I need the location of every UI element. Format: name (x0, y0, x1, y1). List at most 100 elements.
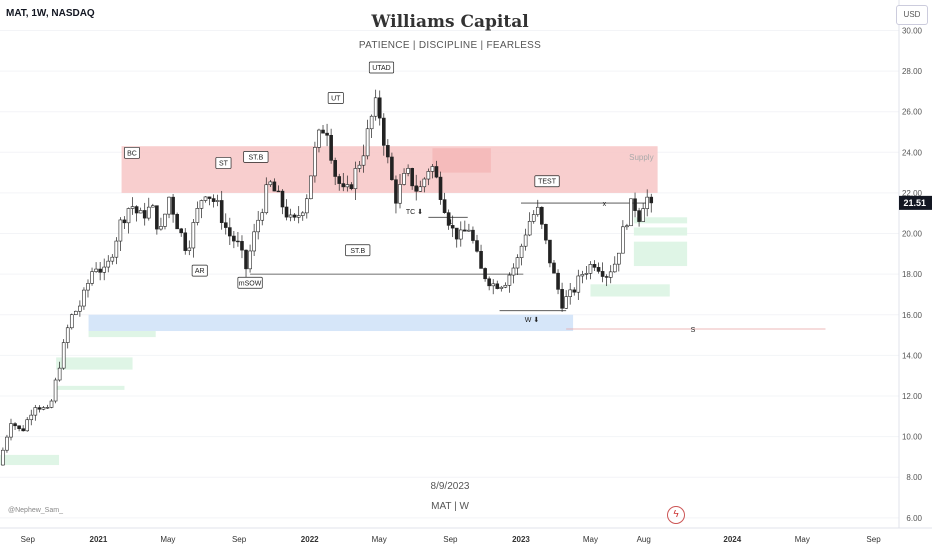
candle-body (649, 196, 654, 204)
candle-body (345, 184, 350, 188)
candle-body (414, 185, 419, 192)
price-tick-label: 20.00 (902, 230, 923, 239)
candle-body (552, 262, 556, 274)
candle-body (608, 271, 613, 278)
candle-body (325, 132, 329, 136)
candle-body (260, 212, 265, 221)
date-label: 8/9/2023 (430, 481, 470, 492)
wyckoff-annotation: mSOW (237, 276, 263, 289)
candle-body (617, 252, 621, 265)
candle-body (215, 200, 220, 202)
candle-body (402, 173, 406, 185)
candle-body (29, 414, 34, 421)
annotation-label: W ⬇ (525, 316, 539, 324)
candle-body (604, 276, 609, 278)
candle-body (503, 285, 508, 288)
time-tick-label: Sep (866, 535, 881, 544)
candle-body (434, 166, 439, 178)
symbol-label[interactable]: MAT, 1W, NASDAQ (6, 8, 95, 19)
candle-body (580, 274, 585, 277)
time-axis[interactable]: Sep 2021 May Sep 2022 May Sep 2023 May Aug 2024 May… (21, 535, 882, 544)
candle-body (292, 214, 297, 218)
time-tick-label: May (372, 535, 387, 544)
candle-body (122, 219, 127, 224)
candle-body (317, 129, 321, 148)
time-tick-label: Sep (443, 535, 458, 544)
time-tick-label: 2021 (90, 535, 108, 544)
candle-body (600, 271, 605, 277)
annotations-layer: BC ST ST.B AR mSOW UT UTAD ST.B TC ⬇ ⬇ TEST x W ⬇ S (124, 61, 696, 334)
wyckoff-annotation: UTAD (368, 61, 395, 74)
demand-zone (88, 331, 156, 338)
candle-body (256, 219, 260, 233)
candle-body (499, 286, 504, 289)
candle-body (142, 210, 147, 219)
wyckoff-annotation: AR (191, 264, 208, 277)
candle-body (118, 219, 123, 242)
price-tick-label: 24.00 (902, 148, 923, 157)
candle-body (98, 268, 102, 273)
annotation-label: BC (127, 150, 137, 157)
candle-body (187, 247, 192, 251)
time-tick-label: 2023 (512, 535, 530, 544)
annotation-box (215, 157, 232, 169)
candle-body (475, 240, 479, 252)
time-tick-label: Sep (232, 535, 247, 544)
annotation-box (243, 151, 269, 163)
annotation-label: UTAD (372, 65, 391, 72)
candle-body (491, 283, 496, 287)
candle-body (159, 226, 163, 230)
candle-body (458, 229, 463, 240)
chart-subtitle: PATIENCE | DISCIPLINE | FEARLESS (358, 40, 542, 51)
tradingview-logo-icon[interactable]: ϟ (667, 506, 685, 524)
candle-body (592, 264, 597, 268)
candle-body (535, 206, 540, 215)
candle-body (17, 425, 21, 429)
level-lines (250, 202, 826, 330)
price-tick-label: 16.00 (902, 311, 923, 320)
wyckoff-annotation: BC (124, 146, 140, 159)
price-tick-label: 14.00 (902, 351, 923, 360)
candle-body (199, 200, 204, 209)
candle-body (110, 256, 115, 262)
candle-body (126, 208, 131, 224)
candle-body (114, 240, 119, 258)
candle-body (544, 223, 548, 241)
author-watermark: @Nephew_Sam_ (8, 507, 63, 514)
candle-body (612, 263, 617, 273)
demand-zone (0, 454, 60, 466)
price-axis[interactable]: 6.00 8.00 10.00 12.00 14.00 16.00 18.00 20.00 22… (902, 26, 923, 522)
demand-zone (56, 385, 125, 390)
price-tick-label: 10.00 (902, 433, 923, 442)
candle-body (531, 214, 536, 222)
candle-body (633, 198, 637, 211)
candle-body (175, 214, 179, 230)
candle-body (37, 407, 42, 410)
candle-body (572, 289, 577, 293)
time-tick-label: May (160, 535, 175, 544)
annotation-label: AR (195, 268, 205, 275)
candle-body (49, 400, 54, 408)
candle-body (438, 176, 443, 200)
candle-body (90, 271, 94, 284)
wyckoff-annotation: TEST (534, 175, 560, 188)
candle-body (576, 275, 581, 293)
annotation-label: ST.B (350, 248, 365, 255)
candle-body (130, 206, 135, 209)
candle-body (41, 407, 46, 410)
wyckoff-annotation: S (691, 327, 696, 334)
candle-body (284, 206, 289, 218)
candle-body (86, 283, 90, 291)
candle-body (151, 205, 155, 208)
candle-body (236, 240, 240, 243)
candle-body (381, 117, 386, 146)
candle-body (82, 289, 86, 307)
currency-button[interactable]: USD (896, 5, 928, 25)
annotation-label: ST (219, 160, 229, 167)
candle-body (625, 225, 629, 228)
candle-body (300, 212, 305, 216)
annotation-box (124, 146, 140, 159)
candle-body (568, 289, 572, 297)
demand-zone (88, 314, 574, 332)
